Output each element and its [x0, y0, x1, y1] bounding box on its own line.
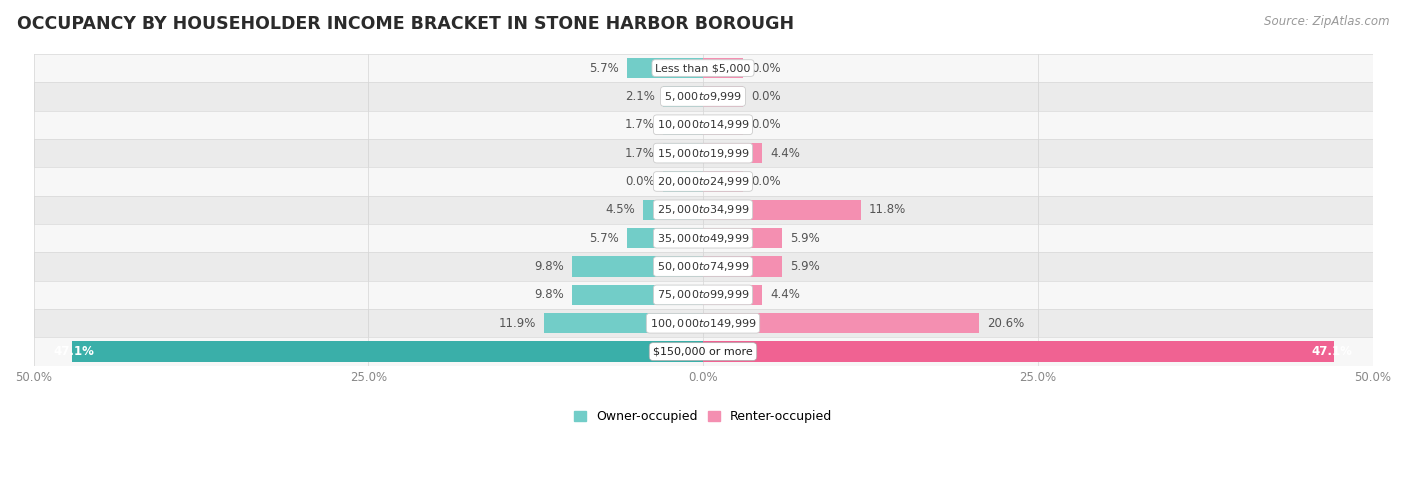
Text: 4.4%: 4.4%	[770, 288, 800, 301]
Bar	[34, 139, 1372, 167]
Text: 0.0%: 0.0%	[751, 62, 780, 74]
Bar	[34, 167, 1372, 196]
Text: $50,000 to $74,999: $50,000 to $74,999	[657, 260, 749, 273]
Text: $35,000 to $49,999: $35,000 to $49,999	[657, 232, 749, 244]
Bar	[34, 337, 1372, 366]
Text: $5,000 to $9,999: $5,000 to $9,999	[664, 90, 742, 103]
Text: 9.8%: 9.8%	[534, 288, 564, 301]
Text: 0.0%: 0.0%	[626, 175, 655, 188]
Bar	[627, 228, 703, 248]
Text: 1.7%: 1.7%	[624, 147, 655, 159]
Bar	[34, 111, 1372, 139]
Text: $100,000 to $149,999: $100,000 to $149,999	[650, 317, 756, 330]
Text: $10,000 to $14,999: $10,000 to $14,999	[657, 118, 749, 131]
Bar	[662, 115, 703, 135]
Bar	[703, 58, 744, 78]
Text: $150,000 or more: $150,000 or more	[654, 347, 752, 357]
Bar	[572, 285, 703, 305]
Bar	[34, 224, 1372, 252]
Text: $75,000 to $99,999: $75,000 to $99,999	[657, 288, 749, 301]
Text: 0.0%: 0.0%	[751, 90, 780, 103]
Text: 4.5%: 4.5%	[605, 203, 634, 216]
Text: 0.0%: 0.0%	[751, 175, 780, 188]
Text: OCCUPANCY BY HOUSEHOLDER INCOME BRACKET IN STONE HARBOR BOROUGH: OCCUPANCY BY HOUSEHOLDER INCOME BRACKET …	[17, 15, 794, 33]
Bar	[72, 341, 703, 362]
Bar	[703, 115, 744, 135]
Text: 5.7%: 5.7%	[589, 232, 619, 244]
Bar	[643, 200, 703, 220]
Bar	[34, 309, 1372, 337]
Text: Less than $5,000: Less than $5,000	[655, 63, 751, 73]
Bar	[34, 281, 1372, 309]
Text: 4.4%: 4.4%	[770, 147, 800, 159]
Text: 5.7%: 5.7%	[589, 62, 619, 74]
Text: 11.8%: 11.8%	[869, 203, 907, 216]
Bar	[572, 256, 703, 277]
Bar	[703, 86, 744, 106]
Bar	[662, 143, 703, 163]
Text: 47.1%: 47.1%	[1312, 345, 1353, 358]
Bar	[34, 196, 1372, 224]
Bar	[703, 313, 979, 333]
Bar	[544, 313, 703, 333]
Text: 5.9%: 5.9%	[790, 260, 820, 273]
Text: 0.0%: 0.0%	[751, 118, 780, 131]
Text: 11.9%: 11.9%	[498, 317, 536, 330]
Text: $15,000 to $19,999: $15,000 to $19,999	[657, 147, 749, 159]
Bar	[703, 143, 762, 163]
Bar	[662, 86, 703, 106]
Text: $20,000 to $24,999: $20,000 to $24,999	[657, 175, 749, 188]
Bar	[34, 82, 1372, 111]
Bar	[703, 200, 860, 220]
Text: 47.1%: 47.1%	[53, 345, 94, 358]
Text: 20.6%: 20.6%	[987, 317, 1024, 330]
Text: $25,000 to $34,999: $25,000 to $34,999	[657, 203, 749, 216]
Bar	[703, 341, 1334, 362]
Legend: Owner-occupied, Renter-occupied: Owner-occupied, Renter-occupied	[568, 405, 838, 428]
Bar	[703, 285, 762, 305]
Bar	[627, 58, 703, 78]
Bar	[34, 54, 1372, 82]
Text: 9.8%: 9.8%	[534, 260, 564, 273]
Text: 2.1%: 2.1%	[624, 90, 655, 103]
Text: 5.9%: 5.9%	[790, 232, 820, 244]
Bar	[34, 252, 1372, 281]
Bar	[662, 171, 703, 191]
Text: Source: ZipAtlas.com: Source: ZipAtlas.com	[1264, 15, 1389, 28]
Bar	[703, 256, 782, 277]
Bar	[703, 228, 782, 248]
Text: 1.7%: 1.7%	[624, 118, 655, 131]
Bar	[703, 171, 744, 191]
